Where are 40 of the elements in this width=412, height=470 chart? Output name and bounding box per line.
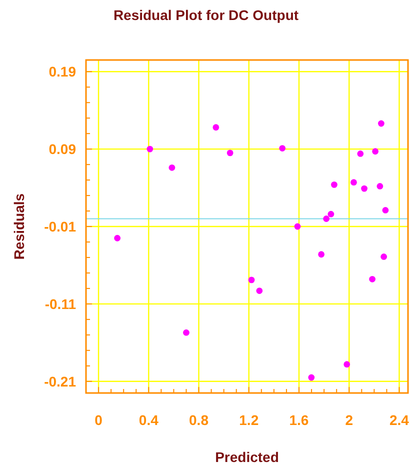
point (114, 234, 121, 242)
point (308, 374, 315, 381)
x-axis-title: Predicted (215, 449, 279, 465)
point (372, 148, 378, 155)
point (328, 210, 334, 218)
point (380, 254, 388, 260)
point (344, 361, 350, 368)
point (183, 329, 190, 336)
point (331, 181, 338, 188)
point (226, 150, 234, 156)
point (256, 288, 263, 294)
y-axis-title: Residuals (11, 193, 27, 260)
point (294, 223, 301, 230)
point (382, 207, 389, 214)
y-tick-label: 0.09 (48, 141, 76, 158)
x-tick-label: 0 (94, 412, 103, 428)
x-tick-label: 1.6 (289, 412, 309, 428)
y-tick-label: -0.11 (44, 296, 76, 312)
x-tick-label: 2 (345, 412, 354, 428)
point (146, 146, 154, 152)
point (279, 145, 286, 152)
y-tick-label: -0.21 (44, 373, 76, 390)
point (369, 276, 376, 282)
y-tick-label: 0.19 (48, 64, 76, 80)
point (376, 183, 384, 190)
y-tick-label: -0.01 (44, 218, 76, 234)
point (248, 276, 255, 284)
x-tick-label: 1.2 (239, 412, 259, 428)
point (350, 179, 357, 186)
point (361, 185, 368, 192)
chart-title: Residual Plot for DC Output (113, 7, 299, 23)
x-tick-label: 2.4 (389, 412, 410, 428)
point (318, 251, 324, 258)
point (168, 164, 176, 171)
x-tick-label: 0.4 (138, 412, 159, 428)
point (378, 120, 384, 127)
point (357, 150, 364, 157)
point (323, 216, 330, 222)
point (212, 124, 220, 131)
x-tick-label: 0.8 (189, 412, 209, 428)
